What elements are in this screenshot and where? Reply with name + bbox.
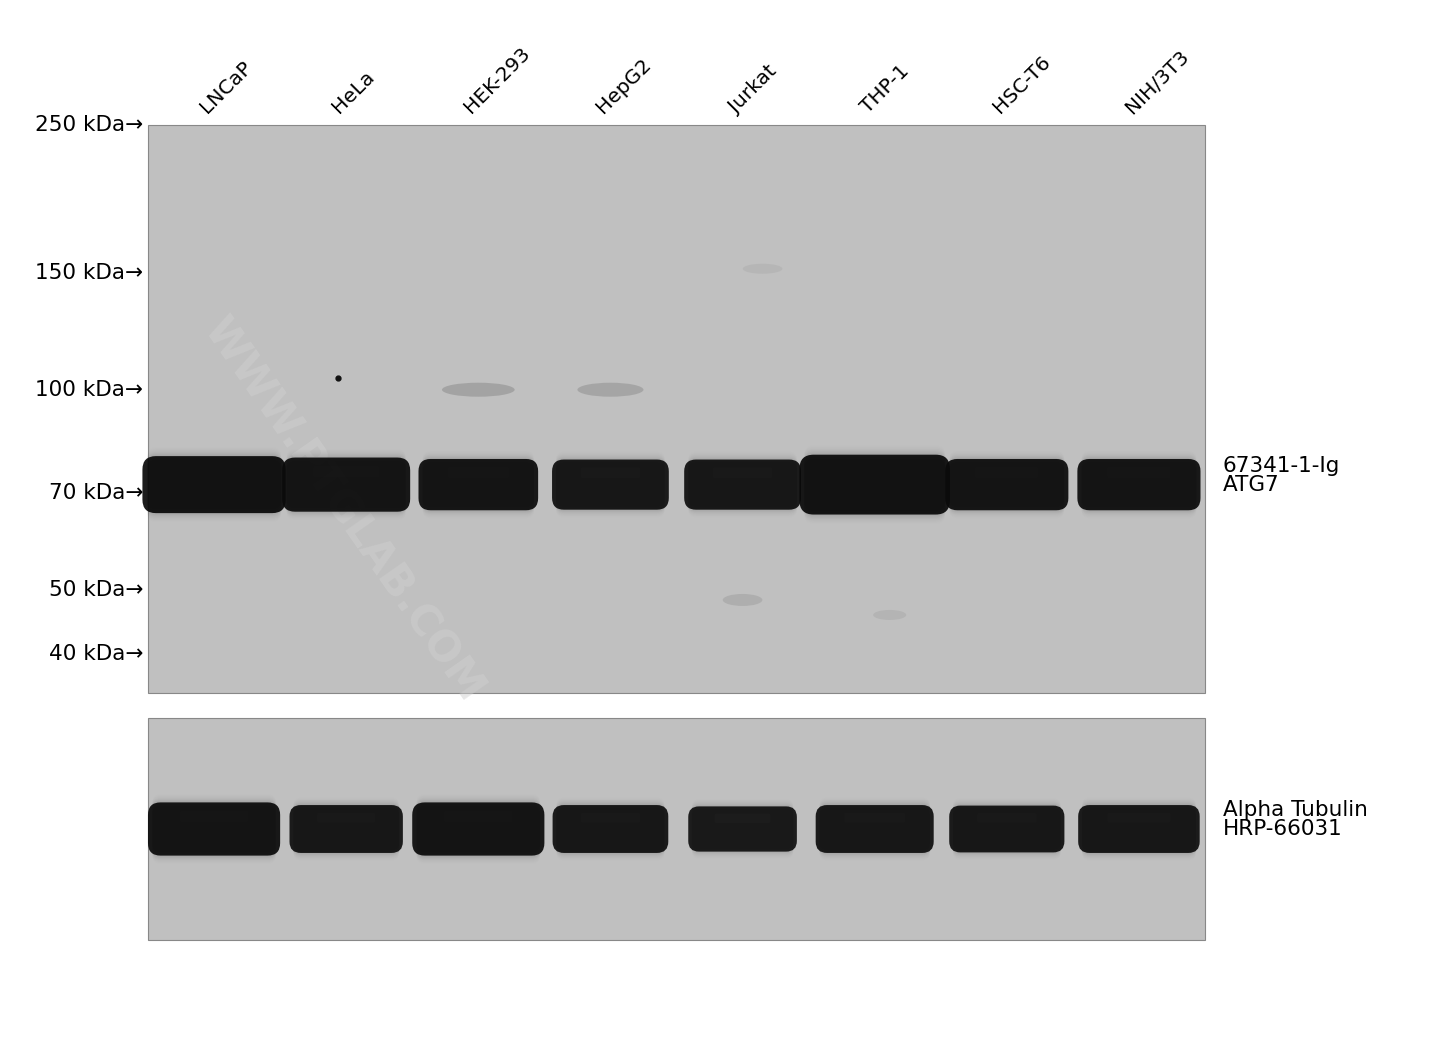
FancyBboxPatch shape xyxy=(804,458,946,511)
Ellipse shape xyxy=(873,610,906,620)
FancyBboxPatch shape xyxy=(820,808,930,850)
FancyBboxPatch shape xyxy=(684,459,801,510)
Text: Jurkat: Jurkat xyxy=(726,61,780,117)
Text: Alpha Tubulin: Alpha Tubulin xyxy=(1224,799,1368,820)
FancyBboxPatch shape xyxy=(412,803,544,856)
FancyBboxPatch shape xyxy=(147,718,1205,940)
FancyBboxPatch shape xyxy=(177,465,252,477)
Text: HSC-T6: HSC-T6 xyxy=(989,52,1055,117)
FancyBboxPatch shape xyxy=(581,813,640,822)
FancyBboxPatch shape xyxy=(313,466,379,478)
FancyBboxPatch shape xyxy=(975,467,1039,478)
Text: 250 kDa→: 250 kDa→ xyxy=(34,115,143,135)
Text: LNCaP: LNCaP xyxy=(196,57,256,117)
FancyBboxPatch shape xyxy=(820,807,930,852)
FancyBboxPatch shape xyxy=(289,805,404,853)
FancyBboxPatch shape xyxy=(1082,462,1196,507)
Text: HRP-66031: HRP-66031 xyxy=(1224,819,1342,839)
FancyBboxPatch shape xyxy=(286,459,406,510)
FancyBboxPatch shape xyxy=(953,807,1060,850)
FancyBboxPatch shape xyxy=(1078,805,1199,853)
FancyBboxPatch shape xyxy=(293,808,399,850)
FancyBboxPatch shape xyxy=(147,459,282,510)
FancyBboxPatch shape xyxy=(949,461,1065,508)
FancyBboxPatch shape xyxy=(713,467,773,478)
FancyBboxPatch shape xyxy=(836,464,913,477)
FancyBboxPatch shape xyxy=(286,460,406,509)
FancyBboxPatch shape xyxy=(282,458,411,512)
FancyBboxPatch shape xyxy=(557,461,665,508)
FancyBboxPatch shape xyxy=(552,805,668,853)
FancyBboxPatch shape xyxy=(1082,461,1196,508)
FancyBboxPatch shape xyxy=(416,805,539,854)
FancyBboxPatch shape xyxy=(1082,808,1196,850)
FancyBboxPatch shape xyxy=(816,805,933,853)
FancyBboxPatch shape xyxy=(293,807,399,852)
FancyBboxPatch shape xyxy=(422,462,534,507)
FancyBboxPatch shape xyxy=(318,813,375,822)
FancyBboxPatch shape xyxy=(557,808,664,850)
FancyBboxPatch shape xyxy=(949,806,1065,853)
FancyBboxPatch shape xyxy=(688,461,797,508)
FancyBboxPatch shape xyxy=(946,459,1069,510)
FancyBboxPatch shape xyxy=(418,459,538,510)
Text: 67341-1-Ig: 67341-1-Ig xyxy=(1224,456,1341,476)
Text: 100 kDa→: 100 kDa→ xyxy=(36,380,143,400)
FancyBboxPatch shape xyxy=(691,809,793,849)
FancyBboxPatch shape xyxy=(581,467,640,478)
FancyBboxPatch shape xyxy=(444,811,512,822)
FancyBboxPatch shape xyxy=(143,456,286,513)
FancyBboxPatch shape xyxy=(147,125,1205,693)
Ellipse shape xyxy=(743,263,783,274)
FancyBboxPatch shape xyxy=(1108,467,1171,478)
FancyBboxPatch shape xyxy=(552,459,668,510)
FancyBboxPatch shape xyxy=(152,805,276,854)
Text: HEK-293: HEK-293 xyxy=(461,44,534,117)
Text: 50 kDa→: 50 kDa→ xyxy=(49,580,143,600)
FancyBboxPatch shape xyxy=(1082,807,1196,852)
FancyBboxPatch shape xyxy=(804,457,946,512)
FancyBboxPatch shape xyxy=(1108,813,1171,822)
FancyBboxPatch shape xyxy=(844,813,906,822)
Text: 40 kDa→: 40 kDa→ xyxy=(49,644,143,664)
Ellipse shape xyxy=(442,383,515,397)
FancyBboxPatch shape xyxy=(714,813,770,823)
Text: HeLa: HeLa xyxy=(329,68,379,117)
FancyBboxPatch shape xyxy=(800,455,950,514)
Text: 150 kDa→: 150 kDa→ xyxy=(34,262,143,282)
FancyBboxPatch shape xyxy=(152,806,276,853)
FancyBboxPatch shape xyxy=(691,808,793,850)
FancyBboxPatch shape xyxy=(147,803,280,856)
FancyBboxPatch shape xyxy=(180,811,248,822)
FancyBboxPatch shape xyxy=(557,462,665,507)
Ellipse shape xyxy=(577,383,644,397)
Text: WWW.PTGLAB.COM: WWW.PTGLAB.COM xyxy=(195,310,492,710)
Text: ATG7: ATG7 xyxy=(1224,475,1279,494)
FancyBboxPatch shape xyxy=(448,467,509,478)
FancyBboxPatch shape xyxy=(416,806,539,853)
Text: THP-1: THP-1 xyxy=(857,61,913,117)
FancyBboxPatch shape xyxy=(953,808,1060,849)
FancyBboxPatch shape xyxy=(977,813,1036,822)
FancyBboxPatch shape xyxy=(147,458,282,511)
Ellipse shape xyxy=(723,594,763,606)
Text: 70 kDa→: 70 kDa→ xyxy=(49,483,143,503)
FancyBboxPatch shape xyxy=(688,807,797,852)
FancyBboxPatch shape xyxy=(949,462,1065,507)
FancyBboxPatch shape xyxy=(422,461,534,508)
Text: HepG2: HepG2 xyxy=(592,55,655,117)
FancyBboxPatch shape xyxy=(557,807,664,852)
FancyBboxPatch shape xyxy=(1078,459,1201,510)
Text: NIH/3T3: NIH/3T3 xyxy=(1122,46,1192,117)
FancyBboxPatch shape xyxy=(688,462,797,507)
